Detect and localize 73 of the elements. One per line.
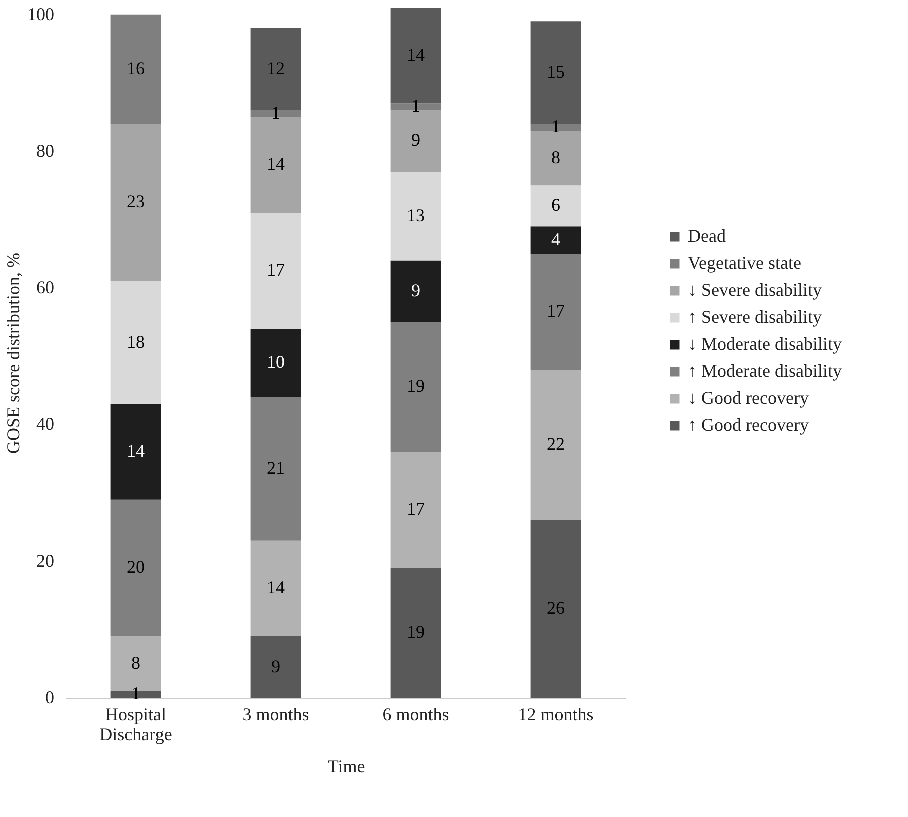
- y-tick-label: 60: [36, 278, 54, 298]
- bar: [530, 370, 582, 520]
- data-label: 12: [267, 58, 285, 78]
- bar: [390, 172, 442, 261]
- data-label: 18: [127, 332, 145, 352]
- y-tick-label: 40: [36, 414, 54, 434]
- legend-label: ↑ Moderate disability: [688, 361, 842, 381]
- data-label: 14: [407, 44, 425, 65]
- bar: [250, 329, 302, 398]
- data-label: 17: [547, 301, 565, 322]
- y-tick-label: 80: [36, 140, 54, 161]
- data-label: 21: [267, 458, 285, 478]
- y-tick-label: 0: [46, 688, 54, 708]
- bar: [250, 636, 302, 698]
- x-axis-title: Time: [328, 756, 366, 776]
- bar: [390, 568, 442, 698]
- data-label: 17: [267, 260, 285, 280]
- data-label: 26: [547, 598, 565, 618]
- data-label: 9: [412, 130, 420, 150]
- bar: [110, 281, 162, 404]
- data-label: 19: [407, 622, 425, 642]
- data-label: 14: [267, 578, 285, 598]
- data-label: 1: [412, 96, 420, 116]
- y-axis-title: GOSE score distribution, %: [4, 253, 24, 454]
- legend-label: Vegetative state: [688, 253, 802, 273]
- data-label: 16: [127, 58, 145, 78]
- data-label: 6: [552, 195, 560, 216]
- bar: [390, 452, 442, 568]
- data-label: 9: [272, 656, 280, 676]
- data-label: 10: [267, 352, 285, 372]
- data-label: 22: [547, 434, 565, 454]
- bar: [530, 520, 582, 698]
- data-label: 13: [407, 205, 425, 226]
- legend-label: ↑ Good recovery: [688, 415, 809, 435]
- data-label: 20: [127, 557, 145, 578]
- bar: [390, 322, 442, 452]
- data-label: 1: [272, 102, 280, 123]
- data-label: 4: [552, 229, 560, 250]
- data-label: 8: [552, 147, 560, 168]
- x-tick-label: 6 months: [382, 704, 450, 724]
- bar: [250, 397, 302, 541]
- legend-label: ↑ Severe disability: [688, 307, 822, 327]
- bar: [250, 212, 302, 330]
- data-label: 1: [552, 116, 560, 137]
- data-label: 14: [127, 441, 145, 462]
- bar: [530, 186, 582, 227]
- legend-label: ↓ Severe disability: [688, 280, 822, 300]
- y-tick-label: 100: [28, 4, 54, 24]
- data-label: 19: [407, 376, 425, 396]
- data-label: 15: [547, 62, 565, 82]
- y-tick-label: 20: [36, 550, 54, 571]
- data-label: 17: [407, 499, 425, 520]
- bar: [110, 500, 162, 637]
- bar: [250, 540, 302, 637]
- data-label: 9: [412, 280, 420, 301]
- bar: [250, 117, 302, 213]
- bar: [530, 130, 582, 186]
- bar: [390, 260, 442, 322]
- bar: [530, 254, 582, 370]
- bar: [530, 226, 582, 254]
- x-tick-label: 3 months: [242, 704, 310, 724]
- bar: [110, 124, 162, 282]
- legend-label: Dead: [688, 226, 726, 246]
- x-tick-label: 12 months: [518, 704, 594, 724]
- legend-label: ↓ Moderate disability: [688, 334, 842, 354]
- data-label: 8: [132, 652, 140, 673]
- x-tick-label: Hospital Discharge: [100, 704, 172, 744]
- bar: [390, 110, 442, 172]
- bar: [110, 404, 162, 500]
- bar: [110, 14, 162, 124]
- legend-label: ↓ Good recovery: [688, 388, 809, 408]
- data-label: 23: [127, 192, 145, 212]
- data-label: 14: [267, 154, 285, 174]
